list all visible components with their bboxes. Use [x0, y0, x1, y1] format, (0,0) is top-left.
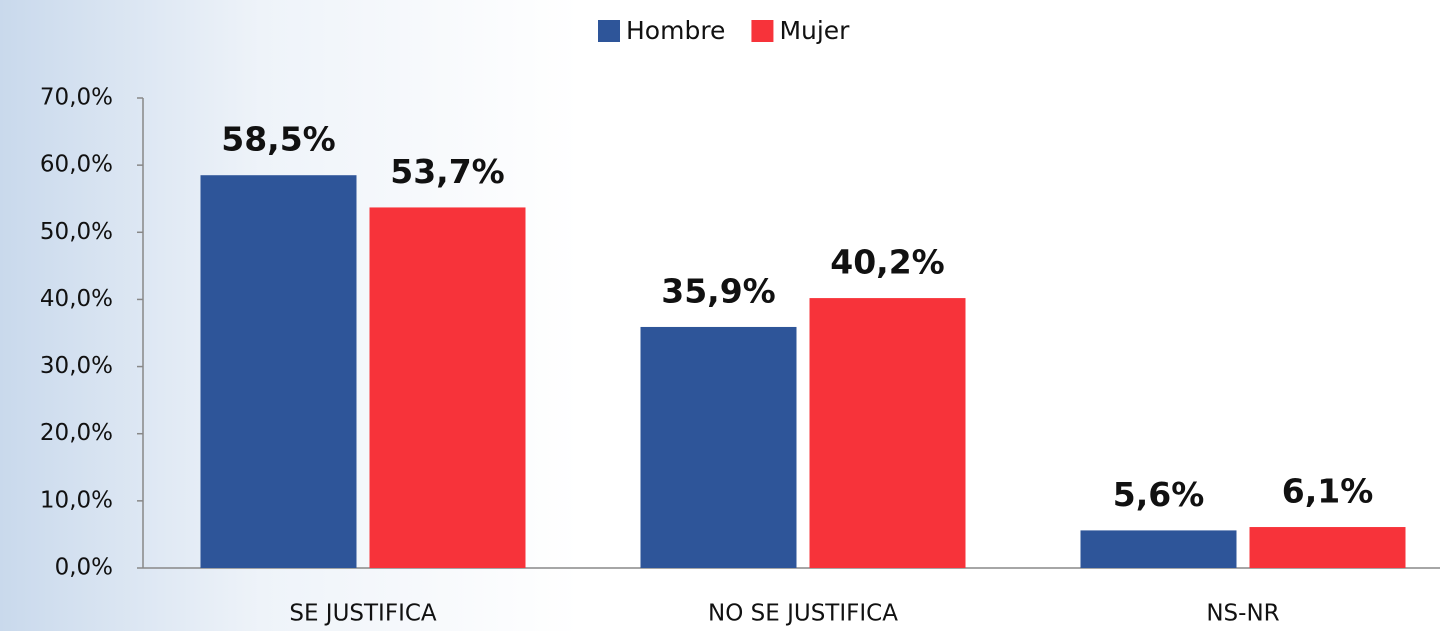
x-tick-label: SE JUSTIFICA	[289, 601, 437, 627]
bar	[809, 298, 966, 568]
y-tick-label: 20,0%	[40, 420, 113, 446]
y-tick-label: 60,0%	[40, 152, 113, 178]
y-tick-label: 50,0%	[40, 219, 113, 245]
value-label: 5,6%	[1113, 475, 1205, 514]
legend-label: Hombre	[626, 16, 725, 45]
bar	[200, 175, 357, 568]
x-tick-label: NS-NR	[1206, 601, 1279, 627]
bar	[1249, 527, 1406, 568]
y-tick-label: 70,0%	[40, 85, 113, 111]
value-label: 35,9%	[661, 271, 776, 310]
y-tick-label: 0,0%	[55, 555, 113, 581]
y-tick-label: 30,0%	[40, 353, 113, 379]
value-label: 53,7%	[390, 152, 505, 191]
y-tick-label: 10,0%	[40, 487, 113, 513]
legend-label: Mujer	[779, 16, 850, 45]
value-label: 58,5%	[221, 120, 336, 159]
bar	[1080, 530, 1237, 568]
bar	[640, 326, 797, 568]
value-label: 40,2%	[830, 243, 945, 282]
value-label: 6,1%	[1282, 472, 1374, 511]
bar	[369, 207, 526, 568]
y-tick-label: 40,0%	[40, 286, 113, 312]
x-tick-label: NO SE JUSTIFICA	[708, 601, 898, 627]
legend-swatch	[751, 20, 774, 42]
legend-swatch	[598, 20, 620, 42]
